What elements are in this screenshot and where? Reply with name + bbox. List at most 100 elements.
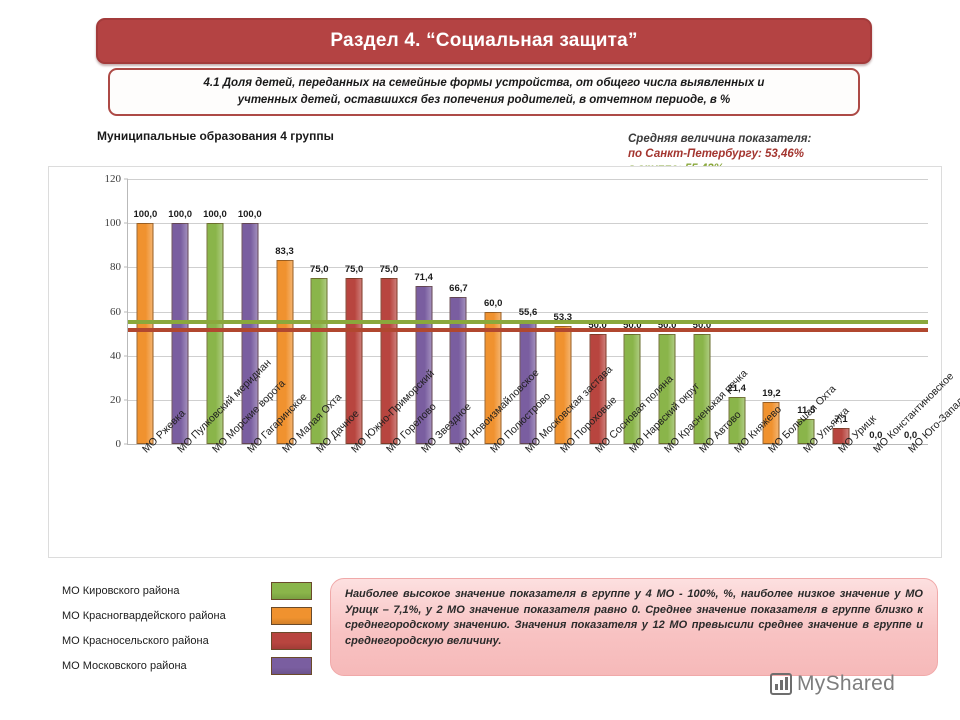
x-axis-tick [736,444,738,448]
bar[interactable] [554,326,572,444]
x-axis-tick [771,444,773,448]
plot-area: 0 20 40 60 80 100 120 100,0 100,0 100,0 100,0 83,3… [105,173,928,450]
page-title: Раздел 4. “Социальная защита” [330,30,638,51]
legend-item-label: МО Красносельского района [62,634,209,647]
bar-group[interactable]: 83,3 [267,179,302,448]
bar-value-label: 75,0 [310,264,329,276]
summary-note-box: Наиболее высокое значение показателя в г… [330,578,938,676]
x-axis-tick [597,444,599,448]
bar-group[interactable]: 50,0 [650,179,685,448]
x-axis-tick [319,444,321,448]
bar-group[interactable]: 21,4 [719,179,754,448]
bar-value-label: 50,0 [588,319,607,331]
bar[interactable] [589,333,607,444]
x-axis-labels: МО Ржевка МО Пулковский меридиан МО Морски… [127,357,960,557]
reference-line [128,327,928,332]
bar[interactable] [415,286,433,444]
bar[interactable] [136,223,154,444]
legend-item-label: МО Красногвардейского района [62,609,226,622]
bar[interactable] [762,401,780,444]
x-axis-tick [145,444,147,448]
y-axis-tick-label: 80 [110,261,121,274]
bar-group[interactable]: 50,0 [685,179,720,448]
bar-group[interactable]: 66,7 [441,179,476,448]
bar-group[interactable]: 100,0 [163,179,198,448]
x-axis-tick [910,444,912,448]
indicator-description-line-1: 4.1 Доля детей, переданных на семейные ф… [203,77,765,89]
average-label: Средняя величина показателя: [628,133,812,145]
x-axis-tick [284,444,286,448]
bar[interactable] [276,260,294,444]
bar-group[interactable]: 55,6 [511,179,546,448]
x-axis-tick [527,444,529,448]
bar-value-label: 83,3 [275,246,294,258]
legend-color-swatch [271,631,312,650]
bar-group[interactable]: 50,0 [615,179,650,448]
bar-group[interactable]: 100,0 [232,179,267,448]
bar-value-label: 0,0 [903,430,918,441]
y-axis-tick [124,355,128,357]
bar[interactable] [519,321,537,444]
bar-group[interactable]: 100,0 [128,179,163,448]
bar[interactable] [241,223,259,444]
x-axis-tick [214,444,216,448]
bar[interactable] [658,333,676,444]
y-axis-tick-label: 20 [110,393,121,406]
bar-group[interactable]: 50,0 [580,179,615,448]
x-axis-tick [667,444,669,448]
legend-item[interactable]: МО Московского района [62,653,312,678]
bar-group[interactable]: 7,1 [824,179,859,448]
x-axis-tick [388,444,390,448]
y-axis-tick [124,399,128,401]
bar[interactable] [623,333,641,444]
y-axis-tick-label: 120 [104,173,122,185]
y-axis-tick-label: 40 [110,349,121,362]
bar-group[interactable]: 0,0 [858,179,893,448]
legend-item[interactable]: МО Кировского района [62,578,312,603]
gridline [128,179,928,180]
bar-group[interactable]: 53,3 [545,179,580,448]
bar-value-label: 75,0 [344,264,364,276]
legend-item[interactable]: МО Красносельского района [62,628,312,653]
x-axis-tick [632,444,634,448]
bar[interactable] [206,223,224,444]
bar-group[interactable]: 71,4 [406,179,441,448]
bar-group[interactable]: 0,0 [893,179,928,448]
reference-line [128,319,928,324]
average-city-value: по Санкт-Петербургу: 53,46% [628,148,805,160]
x-axis-tick [249,444,251,448]
chart-bars-icon [770,673,792,695]
gridline [128,311,928,313]
bar-group[interactable]: 60,0 [476,179,511,448]
legend-item-label: МО Московского района [62,659,187,672]
bar[interactable] [797,418,815,444]
bar[interactable] [693,333,711,444]
bar-value-label: 11,5 [797,404,816,416]
bar-value-label: 55,6 [518,307,538,319]
bar-value-label: 50,0 [623,319,642,331]
chart-legend: МО Кировского района МО Красногвардейског… [62,578,312,678]
x-axis-tick [493,444,495,448]
watermark-label: MyShared [797,672,896,695]
gridline [128,223,928,225]
bar-chart: 0 20 40 60 80 100 120 100,0 100,0 100,0 100,0 83,3… [48,166,960,558]
bar[interactable] [728,396,746,444]
x-axis-tick [458,444,460,448]
y-axis-tick [124,443,128,445]
bar-group[interactable]: 75,0 [337,179,372,448]
bar[interactable] [484,311,502,444]
bar-value-label: 19,2 [762,387,781,399]
bar-value-label: 21,4 [727,382,746,394]
x-axis-tick [423,444,425,448]
bar-group[interactable]: 19,2 [754,179,789,448]
bar-group[interactable]: 11,5 [789,179,824,448]
bar[interactable] [832,428,850,444]
bar[interactable] [171,223,189,444]
y-axis-tick-label: 0 [115,438,122,450]
y-axis-tick [124,311,128,312]
legend-item[interactable]: МО Красногвардейского района [62,603,312,628]
bar[interactable] [449,296,467,444]
x-axis-tick [875,444,877,448]
x-axis-tick [180,444,182,448]
bar-group[interactable]: 100,0 [198,179,233,448]
